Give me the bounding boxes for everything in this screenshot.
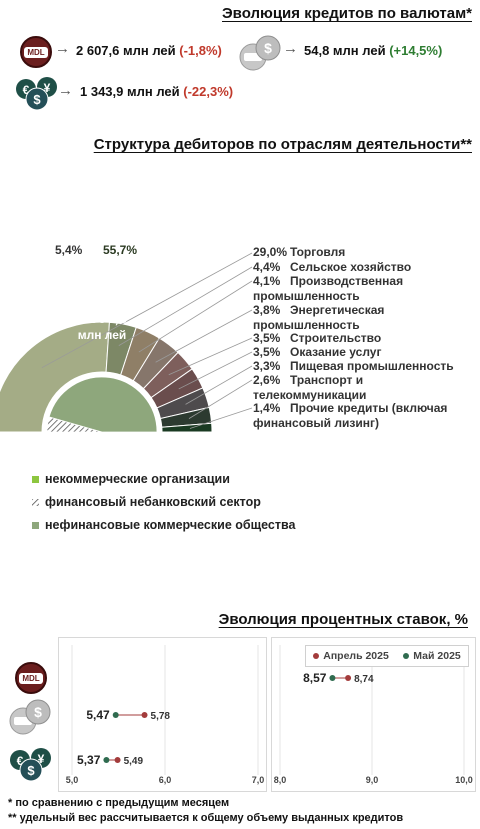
leader-line-0 <box>41 252 253 369</box>
x-tick-label: 6,0 <box>159 775 172 785</box>
svg-text:$: $ <box>264 40 272 56</box>
segment-label-services: 3,5% Оказание услуг <box>253 345 382 359</box>
legend-item-noncommercial: некоммерческие организации <box>32 472 230 486</box>
leader-line-7 <box>188 379 253 419</box>
euro-dollar-yen-coins-icon: € ¥ $ <box>8 745 54 783</box>
may-value-label: 5,47 <box>86 708 110 722</box>
segment-label-energy: 3,8% Энергетическая промышленность <box>253 303 385 332</box>
structure-title: Структура дебиторов по отраслям деятельн… <box>93 136 472 153</box>
legend-item-commercial: нефинансовые коммерческие общества <box>32 518 295 532</box>
x-tick-label: 10,0 <box>455 775 473 785</box>
april-value-label: 8,74 <box>354 674 374 685</box>
legend-item-may: Май 2025 <box>403 650 461 662</box>
outer-slice-0 <box>0 321 110 433</box>
credits-mdl-kpi: 2 607,6 млн лей (-1,8%) <box>76 43 222 58</box>
rates-legend: Апрель 2025 Май 2025 <box>305 645 469 667</box>
credits-title: Эволюция кредитов по валютам* <box>222 5 472 22</box>
leader-line-4 <box>168 337 253 376</box>
may-value-label: 5,37 <box>77 753 101 767</box>
mdl-coin-icon: MDL <box>15 662 47 694</box>
svg-text:$: $ <box>33 92 41 107</box>
credits-usd-kpi: 54,8 млн лей (+14,5%) <box>304 43 443 58</box>
leader-line-3 <box>155 309 253 363</box>
euro-dollar-yen-coins-icon: € ¥ $ <box>14 74 60 112</box>
legend-swatch <box>32 521 39 529</box>
segment-label-construction: 3,5% Строительство <box>253 331 382 345</box>
legend-swatch <box>32 498 39 506</box>
legend-swatch <box>32 475 39 483</box>
footnote-2: ** удельный вес рассчитывается к общему … <box>8 812 404 824</box>
april-value-label: 5,78 <box>151 711 171 722</box>
debtor-structure-donut <box>0 252 253 433</box>
footnote-1: * по сравнению с предыдущим месяцем <box>8 797 230 809</box>
legend-item-nonbank: финансовый небанковский сектор <box>32 495 261 509</box>
segment-label-other: 1,4% Прочие кредиты (включая финансовый л… <box>253 401 448 430</box>
credits-foreign-kpi: 1 343,9 млн лей (-22,3%) <box>80 84 234 99</box>
svg-text:¥: ¥ <box>44 81 51 95</box>
may-point <box>329 675 336 681</box>
segment-label-transport: 2,6% Транспорт и телекоммуникации <box>253 373 367 402</box>
inner-slice-1 <box>48 376 158 433</box>
svg-text:$: $ <box>27 763 35 778</box>
svg-text:$: $ <box>34 704 42 720</box>
svg-text:€: € <box>23 83 30 97</box>
inner-label-nonbank: 5,4% <box>55 243 83 257</box>
arrow-icon: → <box>58 82 73 99</box>
april-point <box>345 675 352 681</box>
x-tick-label: 9,0 <box>366 775 379 785</box>
leader-line-6 <box>185 365 253 405</box>
leader-line-2 <box>138 280 253 353</box>
may-value-label: 8,57 <box>303 671 327 685</box>
mdl-dollar-coins-icon: $ <box>8 698 52 736</box>
arrow-icon: → <box>55 40 70 57</box>
donut-center-label: юридические лица 4 006,3 млн лей <box>61 280 143 342</box>
leader-line-1 <box>118 266 253 346</box>
svg-text:¥: ¥ <box>38 752 45 766</box>
mdl-coin-icon: MDL <box>20 36 52 68</box>
april-point <box>114 757 121 763</box>
x-tick-label: 7,0 <box>252 775 265 785</box>
may-point <box>103 757 110 763</box>
may-point <box>112 712 119 718</box>
legend-item-april: Апрель 2025 <box>313 650 389 662</box>
arrow-icon: → <box>283 40 298 57</box>
x-tick-label: 8,0 <box>274 775 287 785</box>
segment-label-manufacturing: 4,1% Производственная промышленность <box>253 274 404 303</box>
inner-label-commercial: 55,7% <box>103 243 138 257</box>
rates-panel-left <box>58 637 267 792</box>
x-tick-label: 5,0 <box>66 775 79 785</box>
rates-title: Эволюция процентных ставок, % <box>218 611 468 628</box>
leader-line-5 <box>178 351 253 390</box>
segment-label-trade: 29,0% Торговля <box>253 245 346 259</box>
mdl-dollar-coins-icon: $ <box>238 34 282 72</box>
segment-label-agriculture: 4,4% Сельское хозяйство <box>253 260 412 274</box>
april-point <box>141 712 148 718</box>
leader-line-8 <box>189 407 253 429</box>
april-value-label: 5,49 <box>124 756 144 767</box>
segment-label-food: 3,3% Пищевая промышленность <box>253 359 454 373</box>
svg-text:€: € <box>17 754 24 768</box>
